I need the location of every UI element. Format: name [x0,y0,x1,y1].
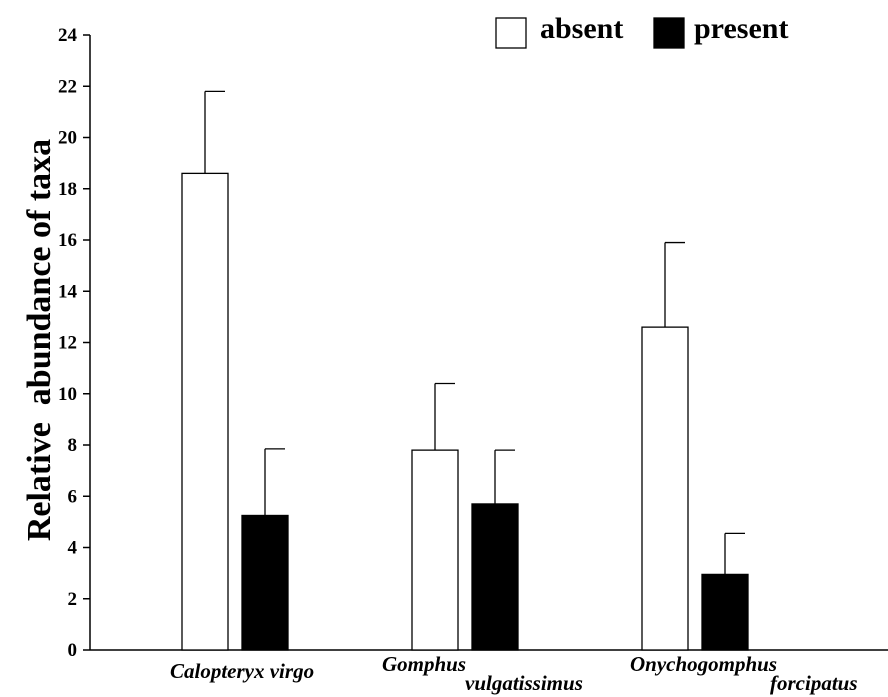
legend-label-present: present [694,12,788,45]
legend-swatch-absent [495,17,527,49]
y-axis-label: Relative abundance of taxa [21,139,58,541]
bar-absent [641,326,689,651]
legend: absent present [495,12,788,49]
y-tick-label: 8 [68,435,78,456]
bars [181,90,749,651]
y-tick-label: 20 [58,128,77,149]
y-tick-label: 24 [58,25,78,46]
y-tick-label: 18 [58,179,77,200]
category-label: Gomphus [382,652,466,676]
category-label: forcipatus [770,671,858,695]
bar-absent [411,449,459,651]
bar-present [471,503,519,651]
y-tick-label: 6 [68,486,78,507]
y-tick-label: 12 [58,333,77,354]
legend-swatch-present [653,17,685,49]
bar-present [701,573,749,651]
y-tick-label: 0 [68,640,78,661]
y-tick-label: 4 [68,538,78,559]
bar-absent [181,172,229,651]
y-tick-label: 2 [68,589,78,610]
y-tick-label: 22 [58,76,77,97]
category-label: Onychogomphus [630,652,777,676]
category-label: Calopteryx virgo [170,659,314,683]
bar-present [241,514,289,651]
y-tick-label: 14 [58,281,78,302]
category-label: vulgatissimus [465,671,583,695]
y-tick-label: 10 [58,384,77,405]
y-tick-label: 16 [58,230,77,251]
legend-label-absent: absent [540,12,623,45]
